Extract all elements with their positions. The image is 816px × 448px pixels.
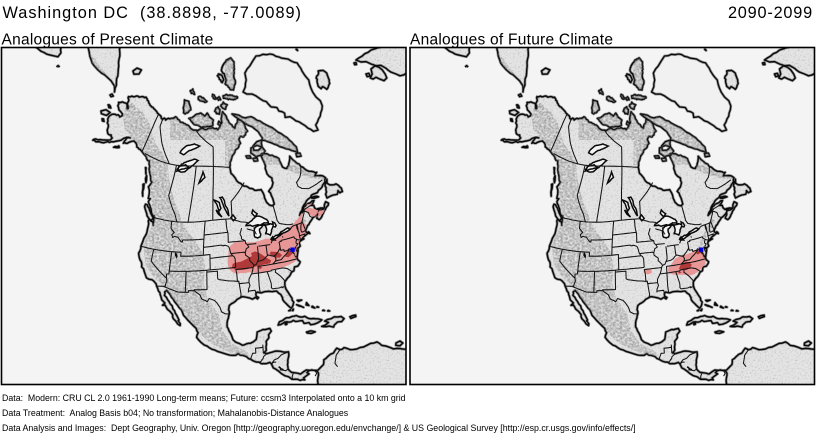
svg-text:Analogues of Present Climate: Analogues of Present Climate	[2, 32, 214, 49]
svg-text:Data: Modern: CRU CL 2.0 1961: Data: Modern: CRU CL 2.0 1961-1990 Long-…	[2, 393, 406, 403]
svg-text:Data Treatment: Analog Basis: Data Treatment: Analog Basis b04; No tra…	[2, 408, 349, 418]
svg-text:Data Analysis and Images: Dep: Data Analysis and Images: Dept Geography…	[2, 423, 636, 433]
svg-text:Washington DC (38.8898, -77.0: Washington DC (38.8898, -77.0089)	[3, 4, 302, 22]
svg-text:Analogues of Future Climate: Analogues of Future Climate	[410, 32, 613, 49]
svg-text:2090-2099: 2090-2099	[728, 4, 813, 22]
